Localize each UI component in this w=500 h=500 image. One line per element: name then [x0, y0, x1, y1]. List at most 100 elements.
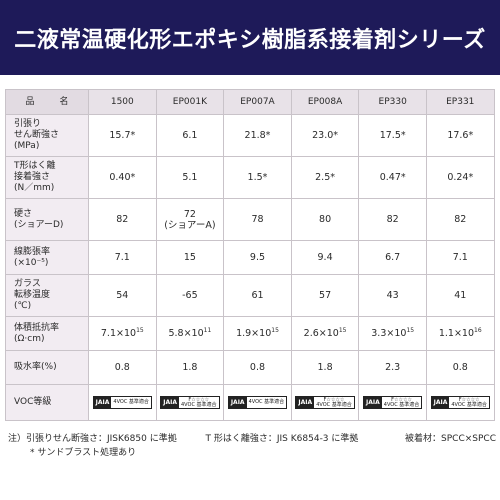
voc-text: F☆☆☆☆ 4VOC 基準適合 [449, 397, 489, 408]
product-header: 1500 [88, 89, 157, 115]
value-cell: 61 [223, 274, 292, 317]
value-exponent: 15 [338, 327, 347, 334]
value-cell: 2.5* [290, 156, 360, 199]
page-title: 二液常温硬化形エポキシ樹脂系接着剤シリーズ [14, 27, 486, 53]
value-cell: 7.1 [425, 240, 495, 275]
value-cell: 1.1×1016 [425, 316, 495, 351]
row-label-line: T形はく離 [14, 161, 56, 171]
value-base: 3.3×10 [371, 328, 407, 339]
row-label-line: (ショアーD) [14, 219, 64, 230]
value-cell: 5.8×1011 [155, 316, 225, 351]
value-base: 1.9×10 [236, 328, 272, 339]
value-cell: 78 [223, 198, 292, 241]
row-label-line: 転移温度 [14, 290, 51, 300]
value-cell: 43 [358, 274, 427, 317]
row-label-line: 吸水率(%) [14, 362, 57, 372]
value-cell: 1.9×1015 [223, 316, 292, 351]
value-cell: 0.24* [425, 156, 495, 199]
row-label-line: (℃) [14, 301, 32, 311]
voc-text-line: 4VOC 基準適合 [248, 399, 285, 405]
row-label-line: (Ω·cm) [14, 333, 45, 344]
value-cell: 0.8 [88, 350, 157, 385]
value-cell: 9.5 [223, 240, 292, 275]
row-label: 体積抵抗率 (Ω·cm) [5, 316, 89, 351]
voc-text-line: 4VOC 基準適合 [181, 401, 217, 408]
row-header-label: 品 名 [5, 89, 89, 115]
voc-cell: JAIA F☆☆☆☆ 4VOC 基準適合 [290, 384, 360, 421]
spec-row: 硬さ (ショアーD) 82 72 (ショアーA) 78 80 82 82 [5, 198, 495, 241]
product-header: EP330 [358, 89, 427, 115]
voc-text-line: 4VOC 基準適合 [383, 401, 420, 408]
value-base: 7.1×10 [100, 328, 137, 339]
spec-row: 線膨張率 (×10⁻⁵) 7.1 15 9.5 9.4 6.7 7.1 [5, 240, 495, 275]
value-cell: 3.3×1015 [358, 316, 427, 351]
value-base: 5.8×10 [168, 328, 204, 339]
jaia-mark: JAIA [364, 397, 382, 408]
value-cell: 6.1 [155, 114, 225, 157]
voc-text: 4VOC 基準適合 [246, 397, 287, 408]
voc-text-line: 4VOC 基準適合 [316, 401, 352, 408]
row-label-line: ガラス [14, 279, 41, 289]
note-peel-standard: T 形はく離強さ：JIS K6854-3 に準拠 [205, 434, 359, 444]
value-cell: 9.4 [290, 240, 360, 275]
voc-cell: JAIA F☆☆☆☆ 4VOC 基準適合 [425, 384, 495, 421]
voc-text-line: 4VOC 基準適合 [451, 401, 487, 408]
value-exponent: 15 [406, 327, 415, 334]
value-cell: 41 [425, 274, 495, 317]
value-base: 1.1×10 [438, 328, 475, 339]
row-label-line: せん断強さ [14, 130, 60, 140]
row-label-line: 硬さ [14, 208, 33, 219]
voc-cell: JAIA 4VOC 基準適合 [223, 384, 292, 421]
note-adherend: 被着材：SPCC×SPCC [405, 434, 496, 444]
jaia-voc-badge: JAIA F☆☆☆☆ 4VOC 基準適合 [295, 396, 355, 409]
title-bar: 二液常温硬化形エポキシ樹脂系接着剤シリーズ [0, 0, 500, 75]
voc-text-line: 4VOC 基準適合 [113, 399, 149, 405]
voc-text-line: F☆☆☆☆ [391, 396, 412, 403]
voc-cell: JAIA F☆☆☆☆ 4VOC 基準適合 [155, 384, 225, 421]
jaia-voc-badge: JAIA F☆☆☆☆ 4VOC 基準適合 [160, 396, 220, 409]
value-cell: 54 [88, 274, 157, 317]
value-cell: 7.1 [88, 240, 157, 275]
value-cell: 15 [155, 240, 225, 275]
product-header: EP001K [155, 89, 225, 115]
header-row: 品 名 1500 EP001K EP007A EP008A EP330 EP331 [5, 89, 495, 115]
spec-table: 品 名 1500 EP001K EP007A EP008A EP330 EP331 引張り… [5, 89, 495, 421]
jaia-mark: JAIA [228, 397, 247, 408]
notes: 注）引張りせん断強さ：JISK6850 に準拠 T 形はく離強さ：JIS K68… [8, 432, 496, 460]
row-label-line: 接着強さ [14, 172, 51, 182]
value-exponent: 16 [474, 327, 482, 334]
value-base: 2.6×10 [303, 328, 339, 339]
value-cell: 82 [88, 198, 157, 241]
row-label-line: 体積抵抗率 [14, 322, 60, 333]
product-header: EP008A [290, 89, 360, 115]
value-cell: 1.8 [155, 350, 225, 385]
note-sandblast: * サンドブラスト処理あり [30, 448, 137, 458]
voc-text: F☆☆☆☆ 4VOC 基準適合 [314, 397, 354, 408]
row-label: 引張り せん断強さ (MPa) [5, 114, 89, 157]
jaia-voc-badge: JAIA 4VOC 基準適合 [227, 396, 288, 409]
row-label: 硬さ (ショアーD) [5, 198, 89, 241]
note-tensile-standard: 注）引張りせん断強さ：JISK6850 に準拠 [8, 434, 177, 444]
value-cell: 0.8 [425, 350, 495, 385]
value-exponent: 15 [136, 327, 144, 334]
spec-row: 吸水率(%) 0.8 1.8 0.8 1.8 2.3 0.8 [5, 350, 495, 385]
row-label-line: (×10⁻⁵) [14, 257, 49, 268]
value-cell: 0.40* [88, 156, 157, 199]
jaia-mark: JAIA [93, 397, 112, 408]
voc-text-line: F☆☆☆☆ [323, 396, 345, 403]
value-cell: 7.1×1015 [88, 316, 157, 351]
row-label: 吸水率(%) [5, 350, 89, 385]
row-label-line: 引張り [14, 119, 42, 129]
spec-row: T形はく離 接着強さ (N／mm) 0.40* 5.1 1.5* 2.5* 0.47* 0.24… [5, 156, 495, 199]
row-label: T形はく離 接着強さ (N／mm) [5, 156, 89, 199]
value-exponent: 15 [271, 327, 279, 334]
row-label: ガラス 転移温度 (℃) [5, 274, 89, 317]
voc-text: 4VOC 基準適合 [111, 397, 151, 408]
voc-cell: JAIA F☆☆☆☆ 4VOC 基準適合 [358, 384, 427, 421]
value-cell: 6.7 [358, 240, 427, 275]
value-cell: 15.7* [88, 114, 157, 157]
jaia-voc-badge: JAIA 4VOC 基準適合 [92, 396, 152, 409]
value-cell: 72 (ショアーA) [155, 198, 225, 241]
value-cell: 1.5* [223, 156, 292, 199]
spec-row: ガラス 転移温度 (℃) 54 -65 61 57 43 41 [5, 274, 495, 317]
